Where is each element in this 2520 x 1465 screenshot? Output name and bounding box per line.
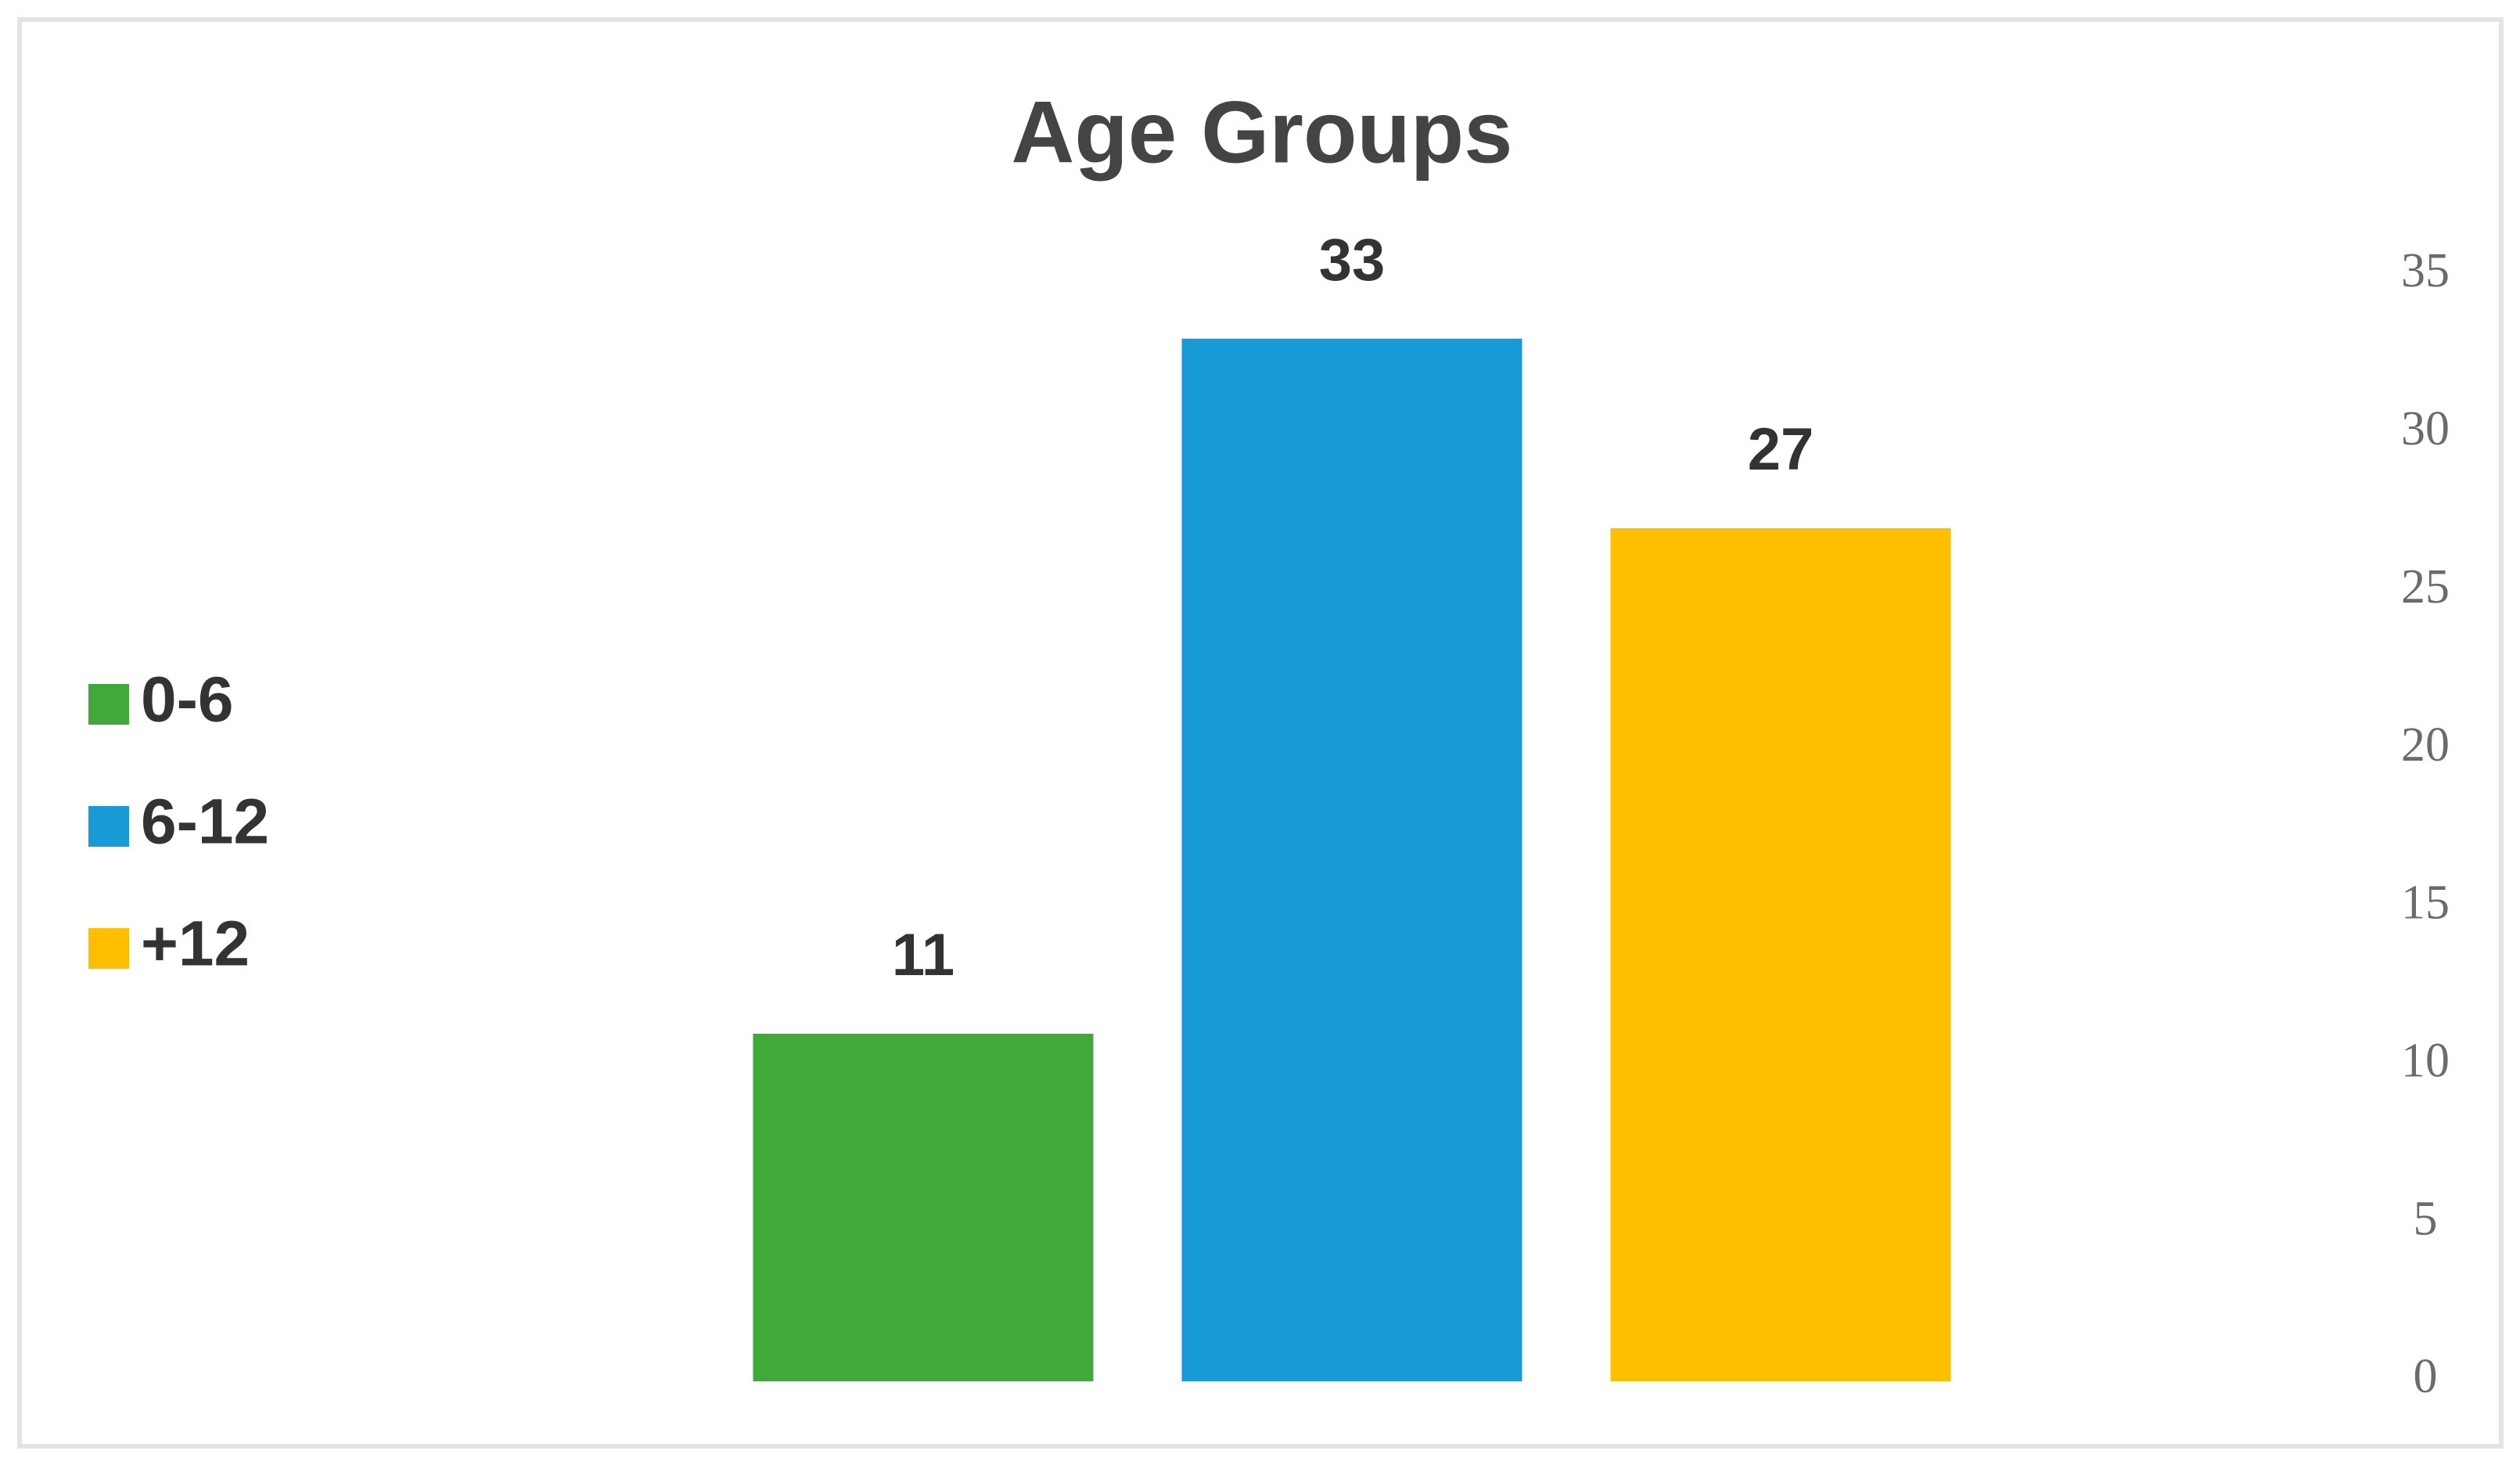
legend-swatch [88,684,129,725]
y-tick-label: 15 [2401,876,2450,930]
data-label: 27 [1748,416,1814,483]
bar [1610,527,1951,1381]
y-tick-label: 5 [2414,1192,2438,1245]
data-label: 33 [1319,227,1386,293]
legend-label: 6-12 [141,786,269,858]
bar [753,1033,1094,1381]
legend-label: 0-6 [141,664,234,736]
data-label: 11 [892,922,954,988]
y-tick-label: 25 [2401,560,2450,614]
bar [1181,338,1522,1381]
legend-swatch [88,806,129,847]
y-tick-label: 35 [2401,244,2450,297]
legend-label: +12 [141,909,250,980]
y-tick-label: 10 [2401,1035,2450,1088]
chart-title: Age Groups [1012,84,1513,182]
y-tick-label: 0 [2414,1350,2438,1403]
y-tick-label: 20 [2401,718,2450,772]
y-tick-label: 30 [2401,402,2450,455]
legend-swatch [88,928,129,969]
